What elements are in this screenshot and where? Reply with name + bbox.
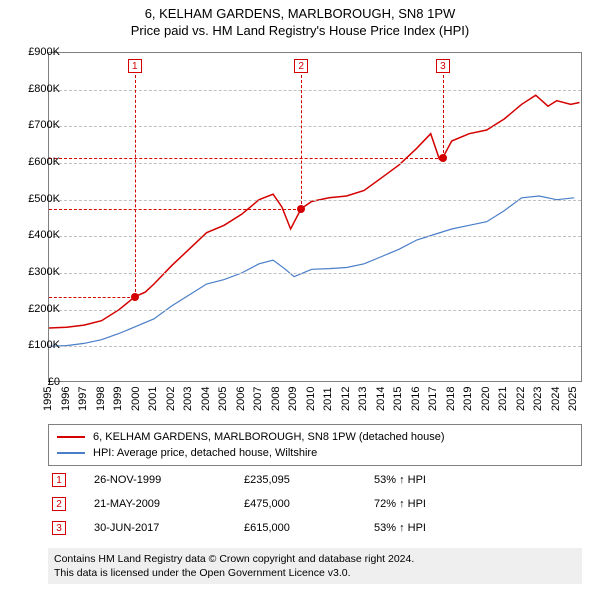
transaction-date: 26-NOV-1999 <box>94 474 244 486</box>
xtick-label: 2025 <box>567 397 579 411</box>
marker-guide-v <box>443 75 444 158</box>
xtick-label: 2012 <box>340 397 352 411</box>
plot-svg <box>49 53 581 381</box>
transaction-marker: 2 <box>52 497 66 511</box>
xtick-label: 2000 <box>130 397 142 411</box>
xtick-label: 1997 <box>77 397 89 411</box>
marker-dot <box>297 205 305 213</box>
xtick-label: 2014 <box>375 397 387 411</box>
xtick-label: 2006 <box>235 397 247 411</box>
legend-label: 6, KELHAM GARDENS, MARLBOROUGH, SN8 1PW … <box>93 431 445 443</box>
xtick-label: 2020 <box>480 397 492 411</box>
xtick-label: 2003 <box>182 397 194 411</box>
transactions-table: 1 26-NOV-1999 £235,095 53% ↑ HPI 2 21-MA… <box>48 468 582 540</box>
ytick-label: £100K <box>16 339 60 351</box>
xtick-label: 2016 <box>410 397 422 411</box>
xtick-label: 2001 <box>147 397 159 411</box>
xtick-label: 1998 <box>95 397 107 411</box>
marker-guide-h <box>49 209 301 210</box>
legend-swatch <box>57 436 85 438</box>
footer-line: Contains HM Land Registry data © Crown c… <box>54 552 576 566</box>
xtick-label: 2007 <box>252 397 264 411</box>
transaction-marker: 1 <box>52 473 66 487</box>
title-address: 6, KELHAM GARDENS, MARLBOROUGH, SN8 1PW <box>0 6 600 21</box>
transaction-pct: 72% ↑ HPI <box>374 498 494 510</box>
ytick-label: £400K <box>16 229 60 241</box>
xtick-label: 2010 <box>305 397 317 411</box>
gridline <box>49 163 581 164</box>
xtick-label: 2009 <box>287 397 299 411</box>
marker-guide-h <box>49 158 443 159</box>
series-line-hpi <box>49 196 574 346</box>
transaction-price: £615,000 <box>244 522 374 534</box>
gridline <box>49 236 581 237</box>
chart-container: 6, KELHAM GARDENS, MARLBOROUGH, SN8 1PW … <box>0 0 600 590</box>
gridline <box>49 273 581 274</box>
transaction-pct: 53% ↑ HPI <box>374 474 494 486</box>
footer-attribution: Contains HM Land Registry data © Crown c… <box>48 548 582 584</box>
marker-guide-h <box>49 297 135 298</box>
ytick-label: £500K <box>16 193 60 205</box>
xtick-label: 2011 <box>322 397 334 411</box>
transaction-marker: 3 <box>52 521 66 535</box>
legend-swatch <box>57 452 85 454</box>
ytick-label: £700K <box>16 119 60 131</box>
marker-dot <box>131 293 139 301</box>
legend: 6, KELHAM GARDENS, MARLBOROUGH, SN8 1PW … <box>48 424 582 466</box>
xtick-label: 2024 <box>550 397 562 411</box>
xtick-label: 2015 <box>392 397 404 411</box>
marker-box: 3 <box>436 59 450 73</box>
xtick-label: 2022 <box>515 397 527 411</box>
xtick-label: 2013 <box>357 397 369 411</box>
footer-line: This data is licensed under the Open Gov… <box>54 566 576 580</box>
xtick-label: 2017 <box>427 397 439 411</box>
transaction-price: £475,000 <box>244 498 374 510</box>
transaction-pct: 53% ↑ HPI <box>374 522 494 534</box>
gridline <box>49 126 581 127</box>
gridline <box>49 310 581 311</box>
transaction-date: 30-JUN-2017 <box>94 522 244 534</box>
xtick-label: 2005 <box>217 397 229 411</box>
transaction-row: 3 30-JUN-2017 £615,000 53% ↑ HPI <box>48 516 582 540</box>
ytick-label: £900K <box>16 46 60 58</box>
gridline <box>49 346 581 347</box>
ytick-label: £800K <box>16 83 60 95</box>
xtick-label: 2023 <box>532 397 544 411</box>
transaction-row: 1 26-NOV-1999 £235,095 53% ↑ HPI <box>48 468 582 492</box>
legend-label: HPI: Average price, detached house, Wilt… <box>93 447 317 459</box>
xtick-label: 2018 <box>445 397 457 411</box>
xtick-label: 2002 <box>165 397 177 411</box>
ytick-label: £300K <box>16 266 60 278</box>
marker-box: 2 <box>294 59 308 73</box>
marker-box: 1 <box>128 59 142 73</box>
xtick-label: 1996 <box>60 397 72 411</box>
marker-guide-v <box>135 75 136 297</box>
xtick-label: 2021 <box>497 397 509 411</box>
ytick-label: £600K <box>16 156 60 168</box>
xtick-label: 2019 <box>462 397 474 411</box>
xtick-label: 1999 <box>112 397 124 411</box>
xtick-label: 2004 <box>200 397 212 411</box>
legend-row: 6, KELHAM GARDENS, MARLBOROUGH, SN8 1PW … <box>57 429 573 445</box>
transaction-row: 2 21-MAY-2009 £475,000 72% ↑ HPI <box>48 492 582 516</box>
marker-dot <box>439 154 447 162</box>
ytick-label: £200K <box>16 303 60 315</box>
transaction-date: 21-MAY-2009 <box>94 498 244 510</box>
marker-guide-v <box>301 75 302 209</box>
gridline <box>49 90 581 91</box>
titles: 6, KELHAM GARDENS, MARLBOROUGH, SN8 1PW … <box>0 0 600 38</box>
xtick-label: 1995 <box>42 397 54 411</box>
gridline <box>49 200 581 201</box>
legend-row: HPI: Average price, detached house, Wilt… <box>57 445 573 461</box>
plot-area: 1 2 3 <box>48 52 582 382</box>
title-subtitle: Price paid vs. HM Land Registry's House … <box>0 23 600 38</box>
xtick-label: 2008 <box>270 397 282 411</box>
series-line-property <box>49 95 580 328</box>
transaction-price: £235,095 <box>244 474 374 486</box>
